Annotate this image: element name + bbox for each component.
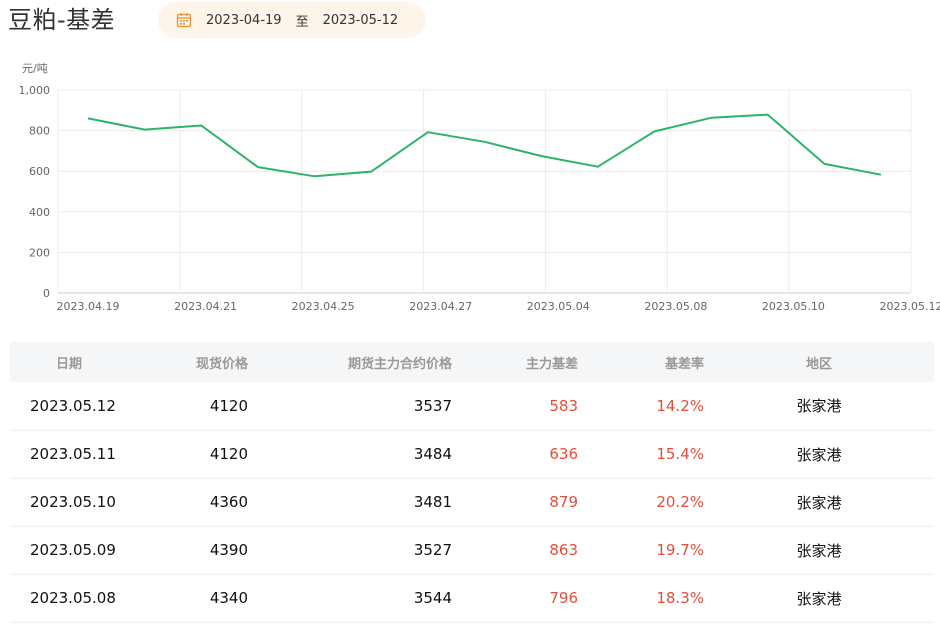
cell-spot-price: 4340 (209, 589, 248, 607)
y-tick-label: 1,000 (19, 84, 51, 97)
x-tick-label: 2023.04.21 (174, 300, 237, 313)
cell-basis-rate: 18.3% (656, 589, 704, 607)
y-tick-label: 0 (43, 287, 50, 300)
cell-region: 张家港 (796, 397, 842, 416)
cell-date: 2023.05.08 (30, 589, 116, 607)
table-row: 2023.05.09 4390 3527 863 19.7% 张家港 (10, 526, 934, 574)
cell-region: 张家港 (796, 493, 842, 512)
cell-basis-rate: 15.4% (656, 445, 704, 463)
data-point (483, 140, 487, 144)
table-row: 2023.05.11 4120 3484 636 15.4% 张家港 (10, 430, 934, 478)
calendar-icon (176, 12, 192, 28)
y-tick-label: 200 (29, 246, 50, 259)
cell-region: 张家港 (796, 445, 842, 464)
page-title: 豆粕-基差 (8, 6, 116, 34)
cell-basis: 879 (549, 493, 578, 511)
data-point (86, 116, 90, 120)
col-header-basis-rate: 基差率 (664, 356, 704, 372)
x-tick-label: 2023.05.12 (880, 300, 940, 313)
cell-futures-price: 3481 (413, 493, 452, 511)
cell-date: 2023.05.10 (30, 493, 116, 511)
x-tick-label: 2023.04.19 (57, 300, 120, 313)
x-tick-label: 2023.04.25 (292, 300, 355, 313)
cell-spot-price: 4360 (209, 493, 248, 511)
table-row: 2023.05.12 4120 3537 583 14.2% 张家港 (10, 382, 934, 430)
date-separator: 至 (295, 14, 309, 30)
data-point (766, 113, 770, 117)
cell-date: 2023.05.09 (30, 541, 116, 559)
cell-futures-price: 3537 (413, 396, 452, 415)
table-header-row: 日期 现货价格 期货主力合约价格 主力基差 基差率 地区 (10, 342, 934, 382)
data-point (313, 174, 317, 178)
cell-basis-rate: 20.2% (656, 493, 704, 511)
x-tick-label: 2023.05.10 (762, 300, 825, 313)
col-header-region: 地区 (805, 356, 832, 372)
col-header-date: 日期 (56, 356, 83, 372)
y-tick-label: 400 (29, 206, 50, 219)
cell-date: 2023.05.12 (30, 396, 116, 415)
cell-basis-rate: 14.2% (656, 396, 704, 415)
basis-table: 日期 现货价格 期货主力合约价格 主力基差 基差率 地区 2023.05.12 … (10, 342, 934, 623)
data-point (596, 165, 600, 169)
data-point (709, 116, 713, 120)
basis-line-chart: 元/吨 0 200 400 600 800 1,000 2023.04.19 2023.04.2… (0, 52, 940, 322)
cell-region: 张家港 (796, 541, 842, 560)
cell-basis-rate: 19.7% (656, 541, 704, 559)
cell-basis: 796 (549, 589, 578, 607)
col-header-basis: 主力基差 (525, 356, 578, 372)
cell-futures-price: 3527 (413, 541, 452, 559)
data-point (539, 154, 543, 158)
table-row: 2023.05.10 4360 3481 879 20.2% 张家港 (10, 478, 934, 526)
cell-basis: 636 (549, 445, 578, 463)
cell-spot-price: 4390 (209, 541, 248, 559)
data-point (256, 165, 260, 169)
cell-spot-price: 4120 (209, 445, 248, 463)
data-point (652, 129, 656, 133)
y-tick-label: 800 (29, 125, 50, 138)
date-range-picker[interactable]: 2023-04-19 至 2023-05-12 (158, 2, 426, 38)
cell-basis: 583 (549, 396, 578, 415)
cell-spot-price: 4120 (209, 396, 248, 415)
data-point (199, 124, 203, 128)
table-row: 2023.05.08 4340 3544 796 18.3% 张家港 (10, 574, 934, 622)
series-line (87, 113, 882, 178)
chart-svg: 元/吨 0 200 400 600 800 1,000 2023.04.19 2023.04.2… (19, 62, 940, 313)
data-point (369, 170, 373, 174)
x-tick-label: 2023.05.04 (527, 300, 590, 313)
cell-futures-price: 3544 (413, 589, 452, 607)
cell-date: 2023.05.11 (30, 445, 116, 463)
y-tick-label: 600 (29, 165, 50, 178)
y-axis-unit-label: 元/吨 (22, 62, 48, 75)
date-start[interactable]: 2023-04-19 (206, 12, 282, 28)
cell-basis: 863 (549, 541, 578, 559)
x-tick-label: 2023.04.27 (409, 300, 472, 313)
col-header-futures-price: 期货主力合约价格 (347, 356, 452, 372)
date-end[interactable]: 2023-05-12 (322, 12, 399, 28)
data-point (143, 128, 147, 132)
cell-region: 张家港 (796, 589, 842, 608)
data-point (426, 130, 430, 134)
data-point (879, 173, 883, 177)
x-tick-label: 2023.05.08 (644, 300, 707, 313)
col-header-spot-price: 现货价格 (195, 356, 248, 372)
data-point (822, 162, 826, 166)
cell-futures-price: 3484 (413, 445, 452, 463)
